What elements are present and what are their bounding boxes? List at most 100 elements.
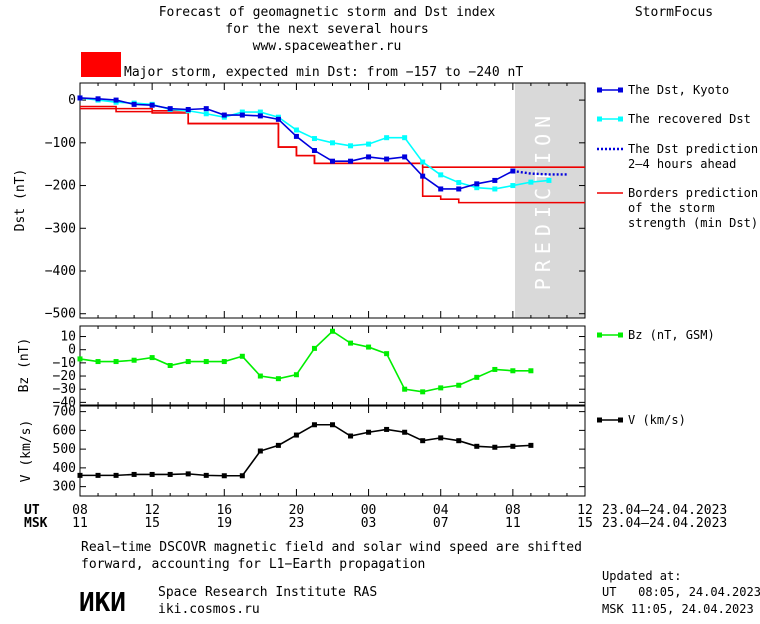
- institute-name: Space Research Institute RAS: [158, 585, 377, 600]
- dst-recovered-point: [330, 140, 335, 146]
- v-ytick-label: 400: [53, 461, 76, 476]
- dst-recovered-point: [293, 127, 299, 133]
- dst-kyoto-point: [474, 181, 480, 187]
- dst-kyoto-point: [149, 102, 155, 108]
- bz-point: [510, 368, 516, 374]
- ut-tick-label: 12: [577, 503, 593, 518]
- v-point: [167, 471, 173, 477]
- chart-website[interactable]: www.spaceweather.ru: [253, 39, 402, 54]
- dst-ylabel: Dst (nT): [13, 169, 28, 232]
- svg-text:The Dst prediction: The Dst prediction: [628, 142, 758, 156]
- v-ytick-label: 600: [53, 423, 76, 438]
- bz-line: [79, 330, 531, 393]
- dst-recovered-point: [528, 179, 534, 185]
- v-frame: [79, 405, 586, 497]
- bz-point: [492, 366, 498, 372]
- institute-site[interactable]: iki.cosmos.ru: [158, 602, 260, 617]
- dst-kyoto-point: [402, 154, 408, 160]
- dst-kyoto-point: [384, 156, 390, 162]
- dst-recovered-point: [348, 143, 354, 149]
- bz-ytick-label: 10: [60, 330, 76, 345]
- dst-ytick-label: −200: [45, 179, 76, 194]
- dst-ytick-label: −100: [45, 136, 76, 151]
- bz-point: [420, 389, 426, 395]
- dst-kyoto-point: [185, 106, 191, 112]
- v-line: [80, 423, 531, 477]
- dst-ytick-label: 0: [68, 93, 76, 108]
- svg-text:strength (min Dst): strength (min Dst): [628, 216, 758, 230]
- chart-title-line2: for the next several hours: [225, 22, 429, 37]
- dst-kyoto-point: [239, 112, 245, 118]
- dst-kyoto-point: [420, 173, 426, 179]
- bz-point: [185, 359, 191, 365]
- dst-ytick-label: −300: [45, 221, 76, 236]
- v-point: [528, 442, 534, 448]
- legend-dst-kyoto: The Dst, Kyoto: [597, 83, 729, 97]
- v-ylabel: V (km/s): [19, 420, 34, 483]
- bz-point: [366, 344, 372, 350]
- iki-logo: ИКИ: [79, 588, 126, 618]
- borders-upper-line: [80, 105, 585, 168]
- v-point: [311, 422, 317, 428]
- dst-recovered-point: [257, 109, 263, 115]
- dst-ytick-label: −400: [45, 264, 76, 279]
- legend-v: V (km/s): [597, 413, 686, 427]
- svg-text:V (km/s): V (km/s): [628, 413, 686, 427]
- dst-kyoto-point: [492, 177, 498, 183]
- dst-prediction-line: [512, 169, 567, 176]
- footer-note-line2: forward, accounting for L1−Earth propaga…: [81, 557, 425, 572]
- dst-recovered-point: [366, 141, 372, 147]
- dst-frame: [79, 82, 586, 319]
- msk-tick-label: 11: [72, 516, 88, 531]
- dst-kyoto-point: [221, 112, 227, 118]
- dst-recovered-point: [203, 111, 209, 117]
- dst-recovered-point: [546, 177, 552, 183]
- prediction-band: [515, 83, 585, 318]
- bz-point: [239, 353, 245, 359]
- dst-recovered-point: [239, 109, 245, 115]
- v-point: [330, 422, 335, 428]
- bz-point: [203, 359, 209, 365]
- v-point: [384, 426, 390, 432]
- msk-tick-label: 11: [505, 516, 521, 531]
- ut-tick-label: 20: [289, 503, 305, 518]
- v-ytick-label: 500: [53, 442, 76, 457]
- legend-bz: Bz (nT, GSM): [597, 328, 715, 342]
- ut-tick-label: 12: [144, 503, 160, 518]
- dst-kyoto-point: [456, 186, 462, 192]
- bz-point: [330, 328, 335, 334]
- dst-recovered-point: [456, 180, 462, 186]
- ut-tick-label: 16: [216, 503, 232, 518]
- bz-point: [438, 385, 444, 391]
- footer-note-line1: Real−time DSCOVR magnetic field and sola…: [81, 540, 582, 555]
- bz-ytick-label: 0: [68, 343, 76, 358]
- dst-recovered-point: [438, 172, 444, 178]
- v-ytick-label: 300: [53, 480, 76, 495]
- svg-text:Borders prediction: Borders prediction: [628, 186, 758, 200]
- msk-tick-label: 23: [289, 516, 305, 531]
- dst-kyoto-point: [203, 106, 209, 112]
- v-point: [113, 472, 119, 478]
- v-point: [474, 443, 480, 449]
- v-point: [221, 473, 227, 479]
- bz-ytick-label: −20: [53, 369, 76, 384]
- v-point: [203, 472, 209, 478]
- svg-text:The Dst, Kyoto: The Dst, Kyoto: [628, 83, 729, 97]
- dst-kyoto-point: [366, 154, 372, 160]
- v-point: [95, 472, 101, 478]
- dst-recovered-point: [402, 135, 408, 141]
- dst-kyoto-point: [293, 133, 299, 139]
- legend-borders: Borders prediction of the storm strength…: [597, 186, 758, 230]
- dst-kyoto-point: [77, 95, 83, 101]
- ut-tick-label: 04: [433, 503, 449, 518]
- dst-kyoto-point: [95, 96, 101, 102]
- v-point: [239, 473, 245, 479]
- bz-point: [384, 351, 390, 357]
- alert-swatch: [81, 52, 121, 77]
- dst-recovered-point: [311, 136, 317, 142]
- bz-point: [474, 374, 480, 380]
- v-point: [492, 444, 498, 450]
- bz-point: [293, 372, 299, 378]
- v-panel: V (km/s) 700 600 500 400 300: [19, 405, 586, 497]
- brand-name: StormFocus: [635, 5, 713, 20]
